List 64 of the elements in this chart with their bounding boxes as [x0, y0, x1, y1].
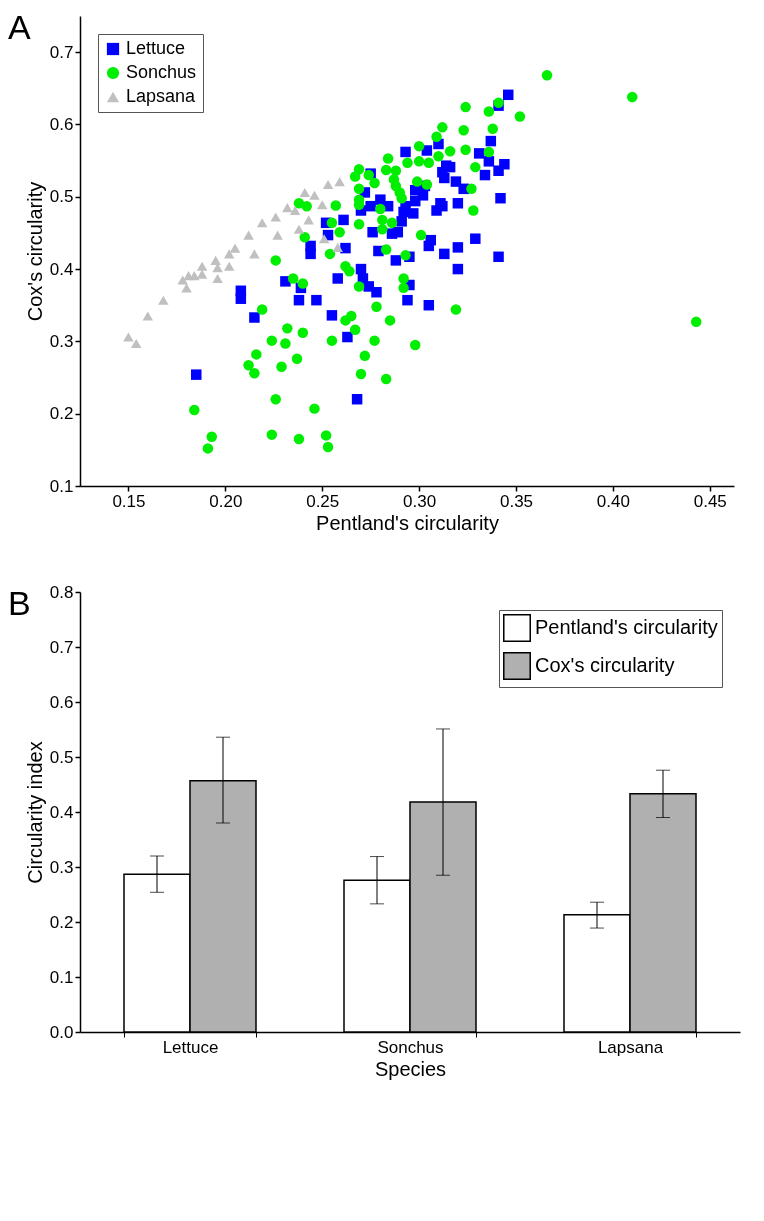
point [130, 339, 142, 349]
x-tick-label: 0.25 [306, 491, 340, 511]
point [322, 179, 334, 190]
point [293, 224, 305, 234]
point [123, 332, 134, 342]
point [299, 187, 311, 197]
point [272, 230, 283, 240]
y-tick-label: 0.5 [49, 187, 74, 207]
legend-label: Sonchus [126, 62, 197, 82]
text: B [8, 584, 31, 622]
y-tick-label: 0.1 [49, 476, 74, 496]
point [158, 295, 169, 305]
legend-label: Cox's circularity [535, 654, 675, 676]
y-tick-label: 0.6 [49, 114, 74, 134]
y-tick-label: 0.3 [49, 857, 74, 877]
point [243, 230, 254, 240]
x-tick-label: 0.30 [403, 491, 437, 511]
y-axis-title: Cox's circularity [23, 181, 46, 322]
point [318, 234, 330, 244]
y-tick-label: 0.3 [49, 331, 74, 351]
point [289, 205, 301, 216]
legend-label: Lapsana [126, 86, 197, 106]
y-axis-title: Circularity index [23, 741, 46, 884]
y-tick-label: 0.4 [49, 802, 74, 822]
y-tick-label: 0.2 [49, 912, 74, 932]
legend-label: Lettuce [126, 38, 186, 58]
x-tick-label: Lapsana [597, 1037, 664, 1057]
point [142, 311, 154, 321]
y-tick-label: 0.2 [49, 404, 74, 424]
point [249, 249, 260, 259]
point [196, 261, 208, 271]
x-axis-title: Species [374, 1057, 447, 1080]
x-axis-title: Pentland's circularity [316, 511, 499, 534]
y-tick-label: 0.7 [49, 42, 74, 62]
point [332, 242, 343, 252]
x-tick-label: Lettuce [162, 1037, 219, 1057]
legend-label: Pentland's circularity [535, 616, 718, 638]
x-tick-label: 0.35 [499, 491, 534, 511]
x-tick-label: 0.45 [693, 491, 727, 511]
y-tick-label: 0.8 [49, 582, 74, 602]
x-tick-label: 0.20 [209, 491, 243, 511]
point [223, 249, 235, 259]
point [181, 283, 192, 293]
point [334, 177, 345, 187]
point [223, 261, 235, 271]
x-tick-label: Sonchus [377, 1037, 444, 1057]
x-tick-label: 0.15 [112, 491, 146, 511]
text: A [8, 8, 31, 46]
point [189, 271, 200, 281]
point [212, 273, 223, 284]
point [282, 203, 293, 213]
y-tick-label: 0.1 [49, 967, 74, 987]
point [256, 218, 268, 228]
y-tick-label: 0.6 [49, 692, 74, 712]
point [229, 243, 241, 253]
y-tick-label: 0.4 [49, 259, 74, 279]
y-tick-label: 0.0 [49, 1022, 74, 1042]
y-tick-label: 0.7 [49, 637, 74, 657]
point [309, 190, 320, 200]
point [316, 200, 328, 210]
y-tick-label: 0.5 [49, 747, 74, 767]
point [270, 212, 281, 222]
x-tick-label: 0.40 [596, 491, 630, 511]
point [210, 255, 221, 265]
